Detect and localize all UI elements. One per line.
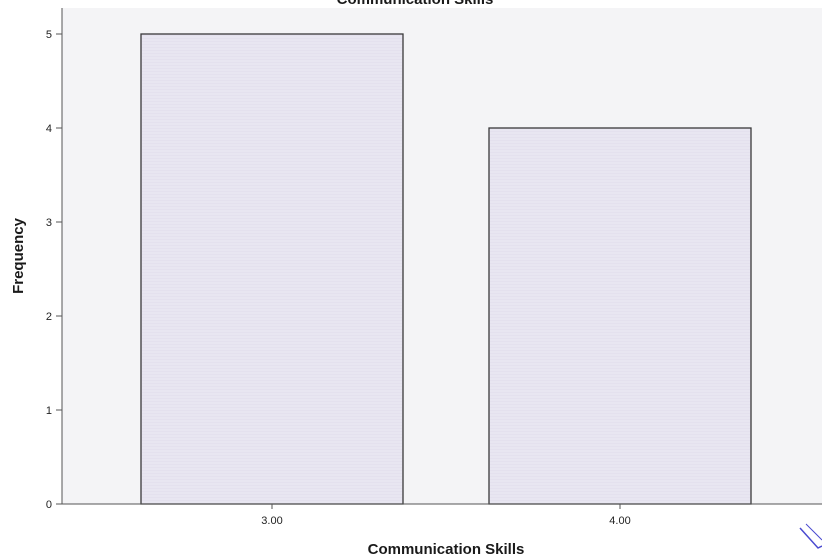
x-axis-title: Communication Skills [368, 541, 525, 558]
y-tick-label: 3 [46, 217, 52, 229]
y-tick-label: 1 [46, 405, 52, 417]
bar-texture [490, 129, 750, 503]
bars [140, 33, 752, 505]
y-tick-label: 4 [46, 123, 52, 135]
bar-texture [142, 35, 402, 503]
y-axis-ticks: 0 1 2 3 4 5 [46, 29, 62, 511]
pen-mark-decoration [799, 523, 822, 549]
y-axis-title: Frequency [10, 217, 27, 294]
chart-title: Communication Skills [337, 0, 494, 8]
y-tick-label: 2 [46, 311, 52, 323]
y-tick-label: 0 [46, 499, 52, 511]
x-tick-label: 4.00 [609, 515, 630, 527]
x-axis-ticks: 3.00 4.00 [261, 504, 631, 527]
x-tick-label: 3.00 [261, 515, 282, 527]
y-tick-label: 5 [46, 29, 52, 41]
